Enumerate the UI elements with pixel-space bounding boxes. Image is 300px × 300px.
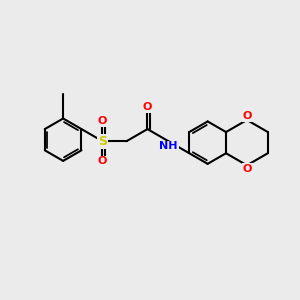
Text: S: S bbox=[98, 135, 107, 148]
Text: NH: NH bbox=[159, 142, 178, 152]
Text: O: O bbox=[98, 157, 107, 166]
Text: O: O bbox=[243, 111, 252, 122]
Text: O: O bbox=[143, 103, 152, 112]
Text: O: O bbox=[243, 164, 252, 174]
Text: O: O bbox=[98, 116, 107, 126]
